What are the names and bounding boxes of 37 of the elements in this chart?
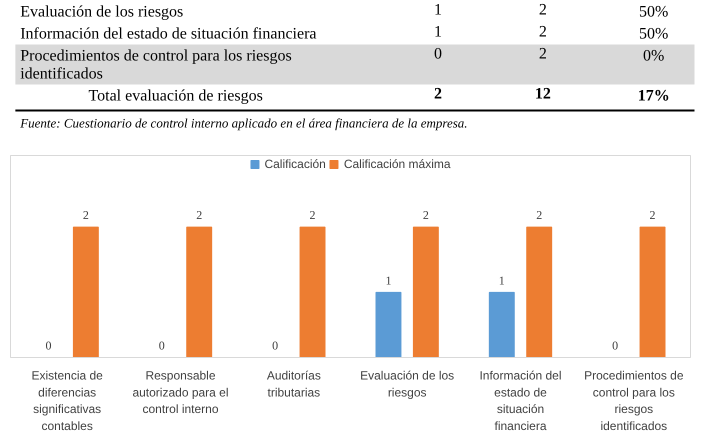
legend-label: Calificación máxima [344,157,451,171]
data-label: 0 [45,338,52,352]
data-label: 1 [498,273,505,288]
data-label: 0 [272,338,278,352]
data-label: 2 [650,208,656,222]
data-label: 1 [385,273,392,288]
data-label: 2 [310,208,316,222]
text: 2 [538,2,547,18]
text: Información del estado de situación financiera [20,26,317,42]
text: 2 [434,86,442,102]
x-tick-label: Procedimientos de control para los riesgos identificados [584,368,684,433]
x-tick-label: Evaluación de los riesgos [360,368,454,400]
text: Evaluación de los riesgos [20,4,184,20]
text: 0 [434,46,442,62]
legend-label: Calificación [264,157,326,171]
data-label: 0 [158,338,165,352]
x-tick-label: Existencia de diferencias significativas contables [31,368,104,433]
data-label: 2 [196,208,202,222]
x-tick-label: Auditorías tributarias [266,368,321,400]
x-tick-label: Información del estado de situación financiera [479,368,562,433]
text: 12 [534,86,551,102]
text: Total evaluación de riesgos [88,88,263,104]
data-label: 2 [536,208,542,222]
text: 0% [643,48,664,64]
text: 1 [434,24,442,40]
text: 2 [538,24,547,40]
text: 17% [638,88,670,104]
data-label: 0 [612,338,618,352]
text: 2 [538,46,547,62]
source-note: Fuente: Cuestionario de control interno aplicado en el área financiera de la empresa. [19,116,468,130]
x-tick-label: Responsable autorizado para el control interno [132,368,229,416]
text: 50% [639,4,668,20]
data-label: 2 [422,208,429,222]
text: 1 [434,2,442,18]
text: 50% [639,26,668,42]
text: Procedimientos de control para los riesgos identificados [20,48,292,82]
data-label: 2 [82,208,89,222]
